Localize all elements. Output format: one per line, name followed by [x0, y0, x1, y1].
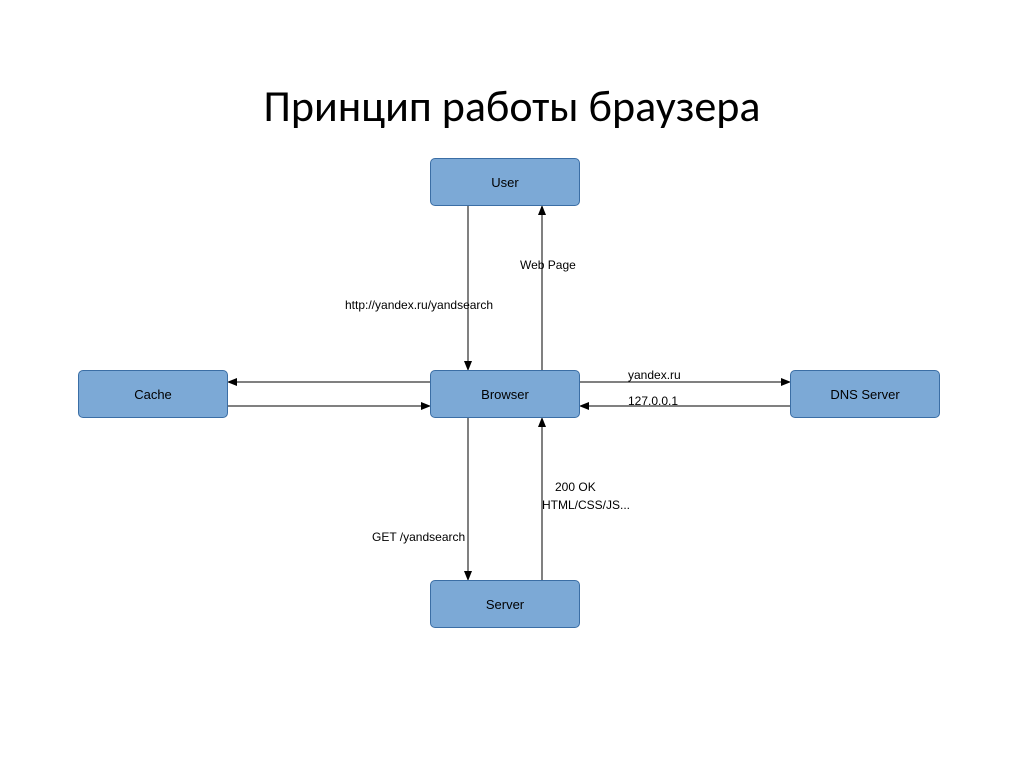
node-label: DNS Server [830, 387, 899, 402]
edge-label-browser-server: GET /yandsearch [372, 530, 465, 544]
node-label: User [491, 175, 518, 190]
node-server: Server [430, 580, 580, 628]
edge-label-user-browser: http://yandex.ru/yandsearch [345, 298, 493, 312]
node-label: Cache [134, 387, 172, 402]
edge-label-browser-dns: yandex.ru [628, 368, 681, 382]
edge-label-server-browser: HTML/CSS/JS... [542, 498, 630, 512]
node-dns: DNS Server [790, 370, 940, 418]
node-browser: Browser [430, 370, 580, 418]
edge-label-server-browser: 200 OK [555, 480, 596, 494]
edge-label-dns-browser: 127.0.0.1 [628, 394, 678, 408]
browser-principle-diagram: User Cache Browser DNS Server Server http://… [0, 0, 1024, 768]
edge-label-browser-user: Web Page [520, 258, 576, 272]
node-label: Browser [481, 387, 529, 402]
node-cache: Cache [78, 370, 228, 418]
node-user: User [430, 158, 580, 206]
node-label: Server [486, 597, 524, 612]
